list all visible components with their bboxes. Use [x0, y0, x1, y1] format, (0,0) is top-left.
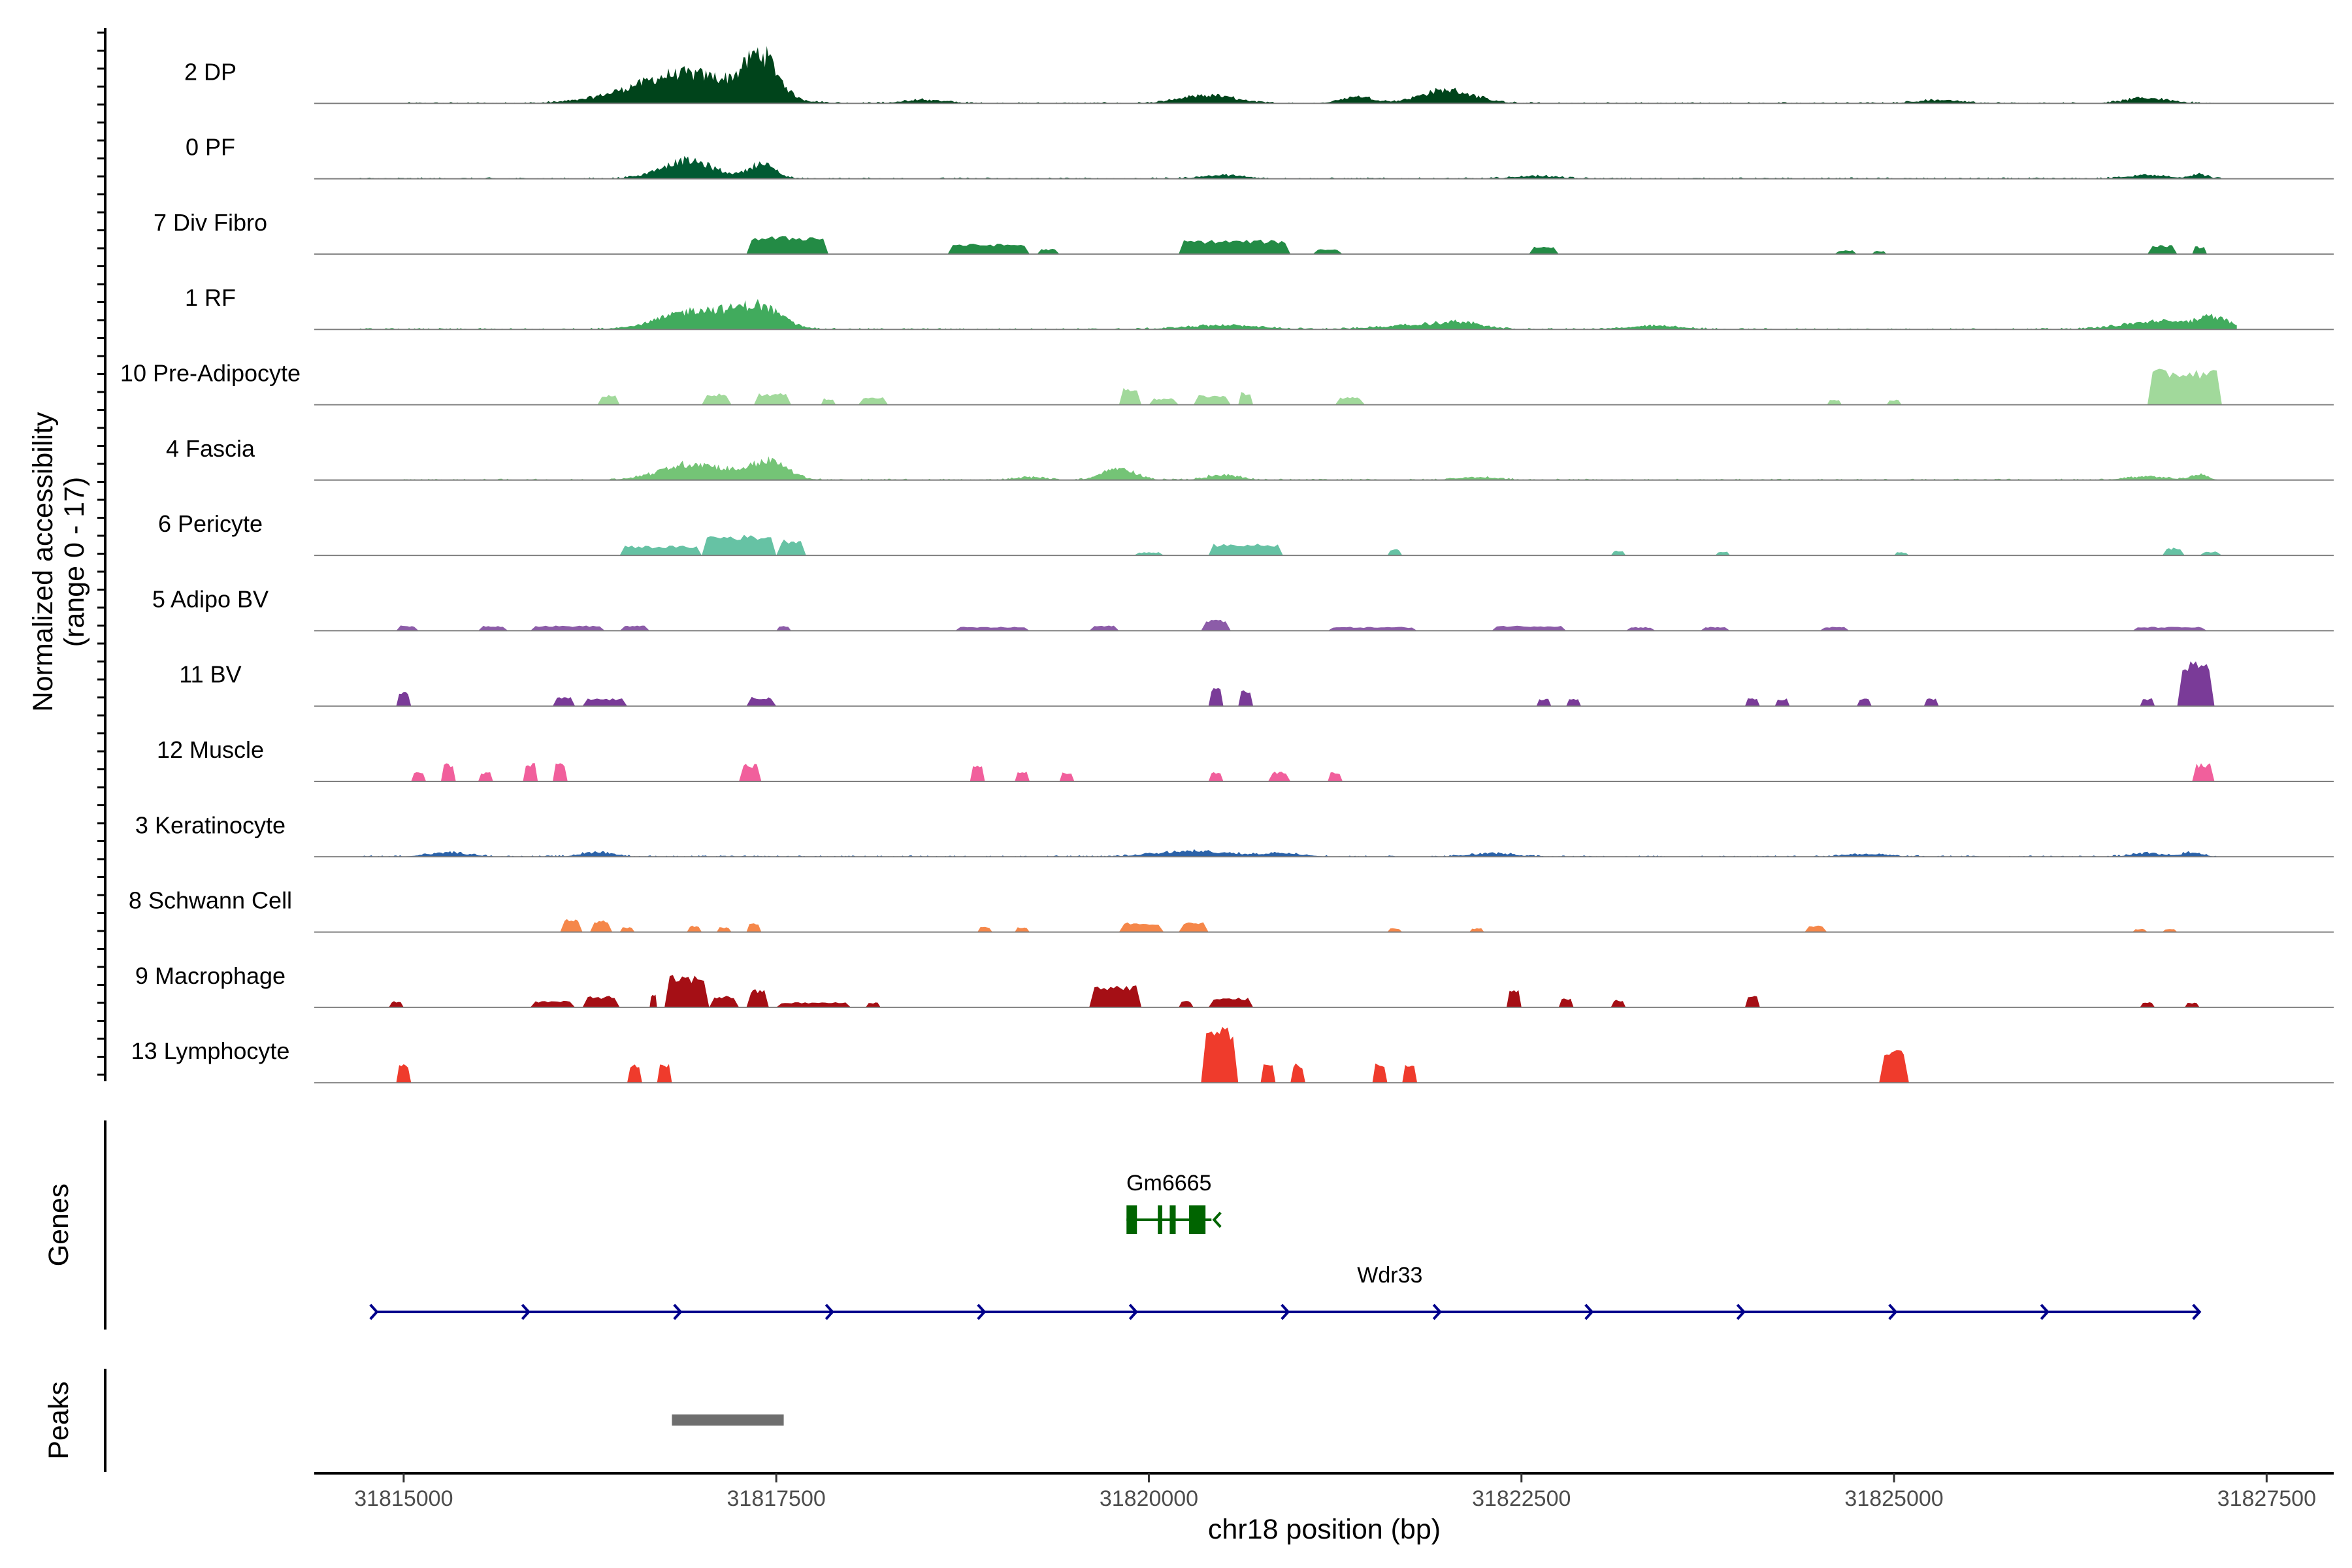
track-area-8-schwann-cell — [560, 919, 2178, 932]
gene-wdr33: Wdr33 — [369, 1263, 2202, 1320]
track-label-12-muscle: 12 Muscle — [157, 736, 264, 763]
strand-arrow — [1736, 1303, 1746, 1320]
track-area-6-pericyte — [619, 534, 2222, 556]
strand-arrow — [1281, 1303, 1290, 1320]
x-tick-label: 31817500 — [727, 1486, 826, 1511]
y-axis-ticks — [97, 31, 105, 1076]
track-label-6-pericyte: 6 Pericyte — [158, 510, 263, 537]
peak-region — [672, 1414, 784, 1426]
strand-arrow — [2192, 1303, 2202, 1320]
track-area-10-pre-adipocyte — [597, 368, 2222, 405]
strand-arrow — [1888, 1303, 1898, 1320]
y-axis-label-line-2: (range 0 - 17) — [59, 477, 90, 647]
track-label-13-lymphocyte: 13 Lymphocyte — [131, 1037, 290, 1064]
strand-arrow — [1584, 1303, 1594, 1320]
track-area-0-pf — [359, 155, 2222, 179]
strand-arrow — [2040, 1303, 2050, 1320]
track-label-10-pre-adipocyte: 10 Pre-Adipocyte — [120, 360, 301, 387]
track-2-dp — [314, 46, 2334, 105]
track-label-9-macrophage: 9 Macrophage — [135, 962, 286, 989]
track-label-0-pf: 0 PF — [186, 134, 235, 161]
track-label-3-keratinocyte: 3 Keratinocyte — [135, 811, 286, 838]
track-1-rf — [314, 299, 2334, 331]
track-10-pre-adipocyte — [314, 368, 2334, 406]
track-label-7-div-fibro: 7 Div Fibro — [154, 209, 267, 236]
track-label-2-dp: 2 DP — [184, 58, 237, 85]
gene-models: Gm6665 Wdr33 — [369, 1171, 2202, 1320]
strand-arrow — [1128, 1303, 1138, 1320]
gene-exon — [1126, 1205, 1137, 1234]
track-area-13-lymphocyte — [396, 1026, 1909, 1083]
strand-arrow — [1212, 1211, 1222, 1228]
track-4-fascia — [314, 456, 2334, 481]
x-tick-label: 31820000 — [1100, 1486, 1198, 1511]
strand-arrow — [369, 1303, 379, 1320]
track-area-5-adipo-bv — [396, 619, 2208, 631]
strand-arrow — [521, 1303, 531, 1320]
track-area-11-bv — [396, 661, 2215, 706]
track-area-3-keratinocyte — [359, 849, 2222, 857]
gene-label-wdr33: Wdr33 — [1357, 1263, 1422, 1288]
track-area-4-fascia — [403, 456, 2222, 480]
track-label-11-bv: 11 BV — [179, 661, 241, 688]
track-area-9-macrophage — [389, 975, 2200, 1007]
gene-exon — [1169, 1205, 1176, 1234]
y-axis-label-line-1: Normalized accessibility — [27, 412, 59, 711]
track-7-div-fibro — [314, 236, 2334, 255]
y-axis: Normalized accessibility (range 0 - 17) — [27, 28, 106, 1081]
track-9-macrophage — [314, 975, 2334, 1008]
coverage-tracks — [314, 46, 2334, 1084]
gene-gm6665: Gm6665 — [1126, 1171, 1222, 1234]
x-tick-label: 31822500 — [1472, 1486, 1571, 1511]
track-12-muscle — [314, 763, 2334, 782]
track-8-schwann-cell — [314, 919, 2334, 933]
track-area-7-div-fibro — [746, 236, 2208, 254]
peak-regions — [672, 1414, 784, 1426]
track-label-4-fascia: 4 Fascia — [166, 435, 255, 462]
strand-arrow — [673, 1303, 683, 1320]
track-0-pf — [314, 155, 2334, 180]
strand-arrow — [1432, 1303, 1442, 1320]
track-11-bv — [314, 661, 2334, 707]
track-6-pericyte — [314, 534, 2334, 557]
x-axis: 31815000 31817500 31820000 31822500 31825000… — [314, 1472, 2334, 1545]
track-labels: 2 DP 0 PF 7 Div Fibro 1 RF 10 Pre-Adipocyte 4… — [120, 58, 301, 1064]
x-tick-label: 31825000 — [1844, 1486, 1943, 1511]
gene-exon — [1158, 1205, 1162, 1234]
track-3-keratinocyte — [314, 849, 2334, 858]
track-area-2-dp — [403, 46, 2215, 104]
gene-label-gm6665: Gm6665 — [1126, 1171, 1211, 1196]
gene-exon — [1189, 1205, 1206, 1234]
track-area-12-muscle — [411, 763, 2215, 781]
genes-section: Genes Gm6665 Wdr33 — [43, 1120, 2202, 1330]
x-tick-label: 31827500 — [2217, 1486, 2316, 1511]
track-area-1-rf — [359, 299, 2237, 330]
track-label-5-adipo-bv: 5 Adipo BV — [152, 585, 269, 612]
track-5-adipo-bv — [314, 619, 2334, 632]
x-axis-ticks: 31815000 31817500 31820000 31822500 31825000… — [354, 1473, 2316, 1511]
track-label-8-schwann-cell: 8 Schwann Cell — [129, 887, 292, 914]
x-axis-label: chr18 position (bp) — [1208, 1514, 1441, 1545]
track-13-lymphocyte — [314, 1026, 2334, 1084]
track-label-1-rf: 1 RF — [185, 284, 236, 311]
peaks-axis-label: Peaks — [43, 1381, 74, 1460]
peaks-section: Peaks — [43, 1369, 784, 1472]
genes-axis-label: Genes — [43, 1184, 74, 1267]
x-tick-label: 31815000 — [354, 1486, 453, 1511]
strand-arrow — [977, 1303, 987, 1320]
strand-arrow — [825, 1303, 834, 1320]
